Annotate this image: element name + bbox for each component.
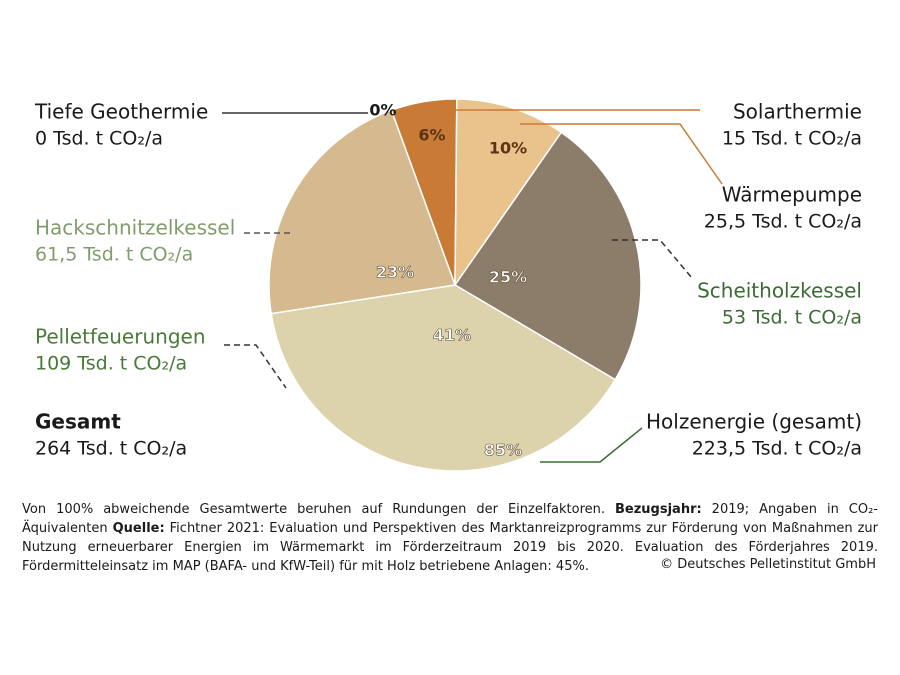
total-amount: 264 Tsd. t CO₂/a (35, 438, 187, 460)
wood-total-label: Holzenergie (gesamt) (646, 410, 862, 434)
footnote-segment: Fichtner 2021: Evaluation und Perspektiv… (22, 521, 879, 574)
total-label: Gesamt (35, 410, 121, 434)
slice-label: 25% (489, 268, 527, 287)
leader-line (540, 427, 643, 463)
category-label: Tiefe Geothermie (34, 100, 208, 124)
leader-line (612, 239, 693, 279)
slice-label: 0% (369, 101, 396, 120)
pie-slice (270, 284, 617, 472)
footnote-segment: Quelle: (112, 521, 165, 536)
footnote-segment: Von 100% abweichende Gesamtwerte beruhen… (22, 502, 615, 517)
slice-label: 23% (376, 263, 414, 282)
credit: © Deutsches Pelletinstitut GmbH (654, 557, 876, 572)
slice-label: 6% (418, 126, 445, 145)
slice-label: 41% (433, 326, 471, 345)
amount-label: 109 Tsd. t CO₂/a (35, 353, 187, 375)
amount-label: 0 Tsd. t CO₂/a (35, 128, 163, 150)
amount-label: 61,5 Tsd. t CO₂/a (35, 244, 193, 266)
leader-line (520, 123, 723, 185)
category-label: Scheitholzkessel (697, 279, 862, 303)
wood-total-amount: 223,5 Tsd. t CO₂/a (692, 438, 862, 460)
amount-label: 15 Tsd. t CO₂/a (722, 128, 862, 150)
wood-total-percent: 85% (484, 441, 522, 460)
pie-slice (453, 131, 642, 381)
amount-label: 53 Tsd. t CO₂/a (722, 307, 862, 329)
slice-label: 10% (489, 139, 527, 158)
pie-slice (454, 98, 563, 288)
leader-lines (222, 109, 723, 463)
leader-line (224, 344, 287, 389)
pie (268, 98, 642, 472)
footnote: Von 100% abweichende Gesamtwerte beruhen… (22, 500, 878, 576)
amount-label: 25,5 Tsd. t CO₂/a (704, 211, 862, 233)
category-label: Solarthermie (733, 100, 862, 124)
category-label: Pelletfeuerungen (35, 325, 206, 349)
pie-slice (268, 109, 457, 315)
category-label: Wärmepumpe (722, 183, 862, 207)
footnote-segment: Bezugsjahr: (615, 502, 702, 517)
category-label: Hackschnitzelkessel (35, 216, 235, 240)
footnote-segment: 2019; Angaben in CO₂-Äquivalenten (22, 502, 879, 536)
